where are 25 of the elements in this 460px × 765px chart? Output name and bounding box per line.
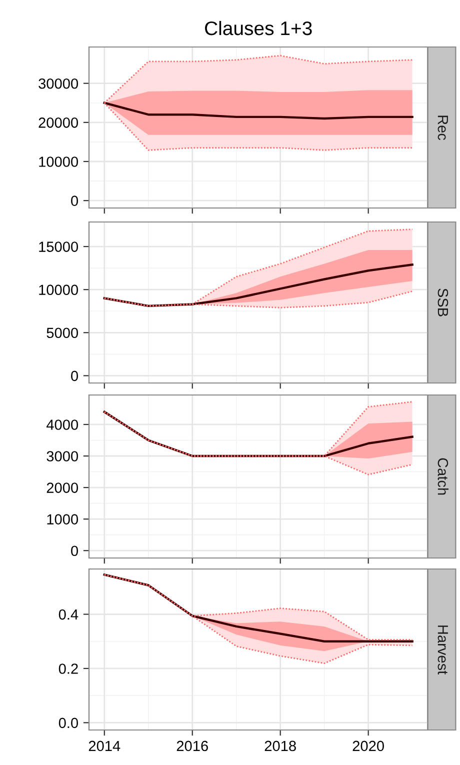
y2-axis-title: Rec — [438, 116, 448, 140]
x-tick-label: 2016 — [176, 740, 208, 752]
y-tick-label: 0 — [71, 196, 78, 206]
y-tick-label: 2000 — [46, 482, 78, 493]
y2-axis-title: Harvest — [438, 626, 448, 675]
y2-axis-title: Catch — [438, 458, 448, 495]
y-tick-label: 0.2 — [58, 664, 78, 674]
x-tick-label: 2014 — [88, 740, 120, 752]
y-tick-label: 4000 — [46, 420, 78, 430]
y-tick-label: 0.4 — [58, 609, 78, 620]
y-tick-label: 0 — [71, 370, 78, 382]
x-tick-label: 2020 — [352, 740, 384, 752]
y-tick-label: 10000 — [39, 156, 78, 167]
y-tick-label: 0.0 — [58, 718, 78, 728]
y-tick-label: 5000 — [46, 328, 78, 338]
chart-title: Clauses 1+3 — [205, 20, 312, 36]
y-tick-label: 3000 — [46, 451, 78, 462]
y-tick-label: 30000 — [38, 78, 78, 89]
y-tick-label: 1000 — [47, 514, 78, 524]
y2-axis-title: SSB — [438, 288, 448, 316]
y-tick-label: 20000 — [38, 118, 78, 128]
x-tick-label: 2018 — [264, 740, 296, 752]
y-tick-label: 0 — [71, 546, 78, 556]
y-tick-label: 15000 — [39, 242, 78, 252]
y-tick-label: 10000 — [39, 284, 78, 296]
